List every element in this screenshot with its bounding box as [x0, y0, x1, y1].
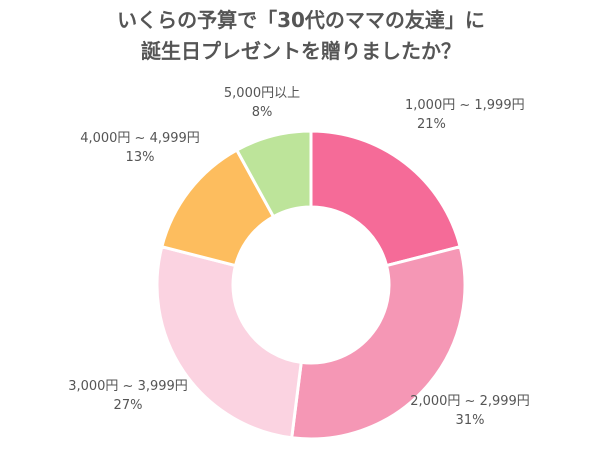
slice-label-category-2: 2,000円 ~ 2,999円: [410, 394, 530, 409]
chart-title-line-1: いくらの予算で「30代のママの友達」に: [117, 8, 485, 32]
donut-slice-2: [290, 244, 467, 441]
slice-label-value-5: 8%: [252, 105, 273, 120]
slice-label-value-4: 13%: [126, 150, 155, 165]
slice-label-category-1: 1,000円 ~ 1,999円: [405, 98, 525, 113]
slice-label-category-3: 3,000円 ~ 3,999円: [68, 379, 188, 394]
slice-label-category-4: 4,000円 ~ 4,999円: [80, 131, 200, 146]
chart-title-line-2: 誕生日プレゼントを贈りましたか？: [141, 39, 461, 63]
slice-label-category-5: 5,000円以上: [224, 86, 300, 101]
donut-slices: [155, 129, 467, 441]
donut-slice-3: [155, 244, 303, 440]
slice-label-value-2: 31%: [456, 413, 485, 428]
slice-labels: 1,000円 ~ 1,999円 21% 2,000円 ~ 2,999円 31% 3,00…: [68, 86, 530, 428]
slice-label-value-1: 21%: [417, 117, 446, 132]
slice-label-value-3: 27%: [114, 398, 143, 413]
donut-slice-5: [234, 129, 313, 219]
donut-slice-1: [309, 129, 462, 268]
